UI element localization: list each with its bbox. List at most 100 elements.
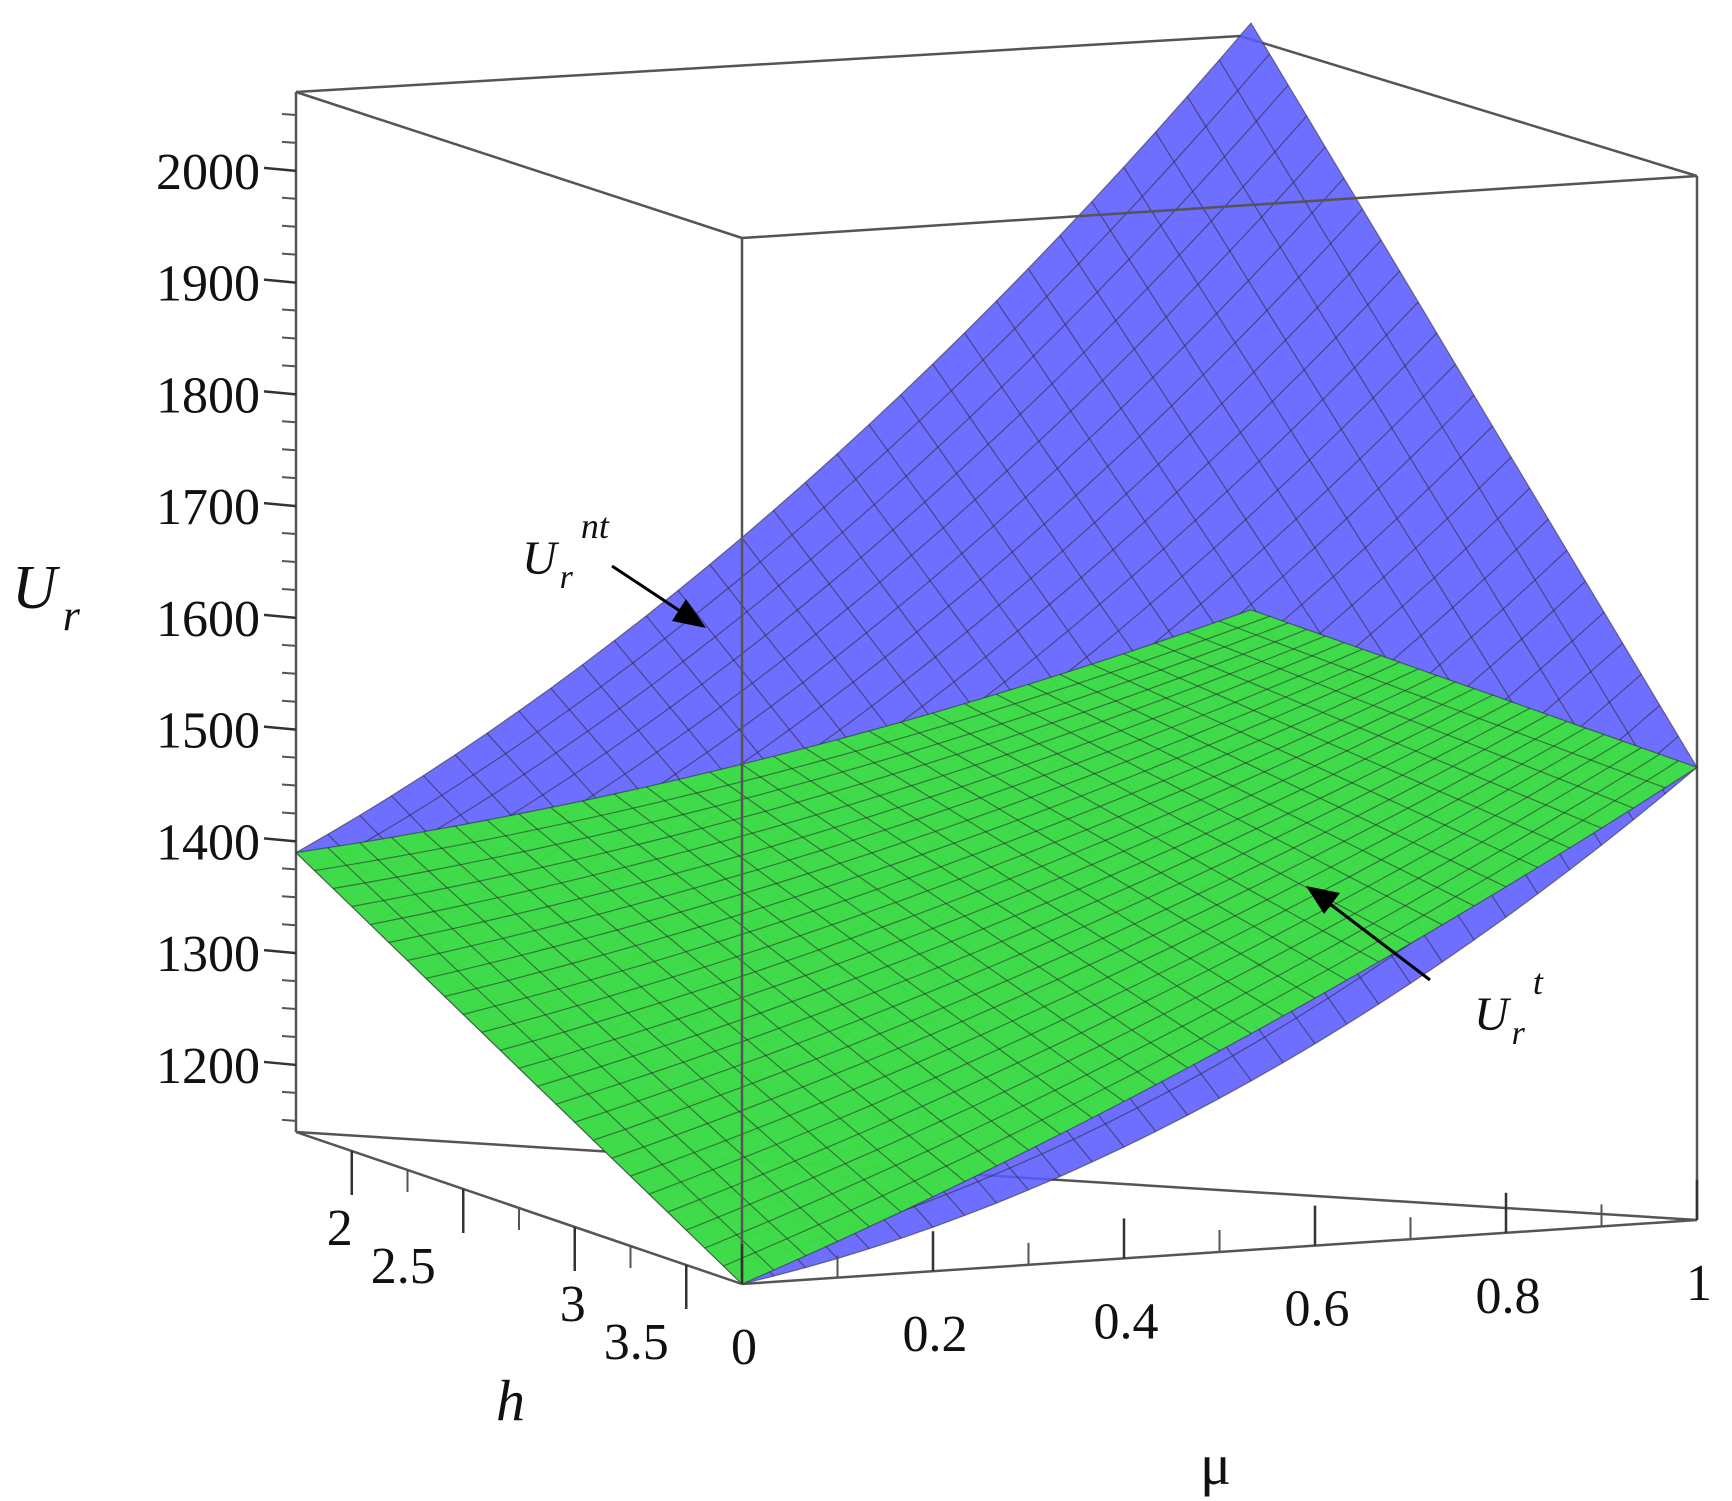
mu-axis: 0 0.2 0.4 0.6 0.8 1 μ <box>731 1180 1712 1497</box>
z-tick <box>263 1060 297 1067</box>
z-minor-tick <box>281 643 297 647</box>
mesh-line-h <box>388 642 1345 944</box>
z-tick-label: 1900 <box>156 256 260 313</box>
surface-fill-t <box>296 609 1697 1284</box>
mu-tick-label: 0.4 <box>1094 1293 1159 1350</box>
mesh-line-h <box>295 609 1252 854</box>
z-minor-tick <box>281 1007 297 1011</box>
mesh-line-h <box>500 681 1456 1051</box>
z-tick <box>263 501 297 508</box>
mesh-line-h <box>723 760 1679 1267</box>
mesh-line-h <box>704 753 1661 1249</box>
mesh-line-h <box>686 747 1642 1231</box>
z-minor-tick <box>281 783 297 787</box>
z-minor-tick <box>281 532 297 536</box>
mesh-line-h <box>407 648 1363 961</box>
mesh-line-h <box>556 701 1512 1105</box>
z-minor-tick <box>281 671 297 675</box>
h-axis: 2 2.5 3 3.5 h <box>327 1151 688 1433</box>
mesh-line-h <box>593 714 1549 1141</box>
z-minor-tick <box>281 560 297 563</box>
mesh-line-h <box>425 655 1382 979</box>
z-minor-tick <box>281 1118 297 1122</box>
z-minor-tick <box>281 923 297 927</box>
z-minor-tick <box>281 699 297 703</box>
z-tick <box>263 837 297 843</box>
mesh-line-h <box>518 688 1475 1069</box>
z-minor-tick <box>281 1035 297 1038</box>
mesh-line-h <box>332 84 1289 890</box>
mu-axis-title: μ <box>1200 1432 1231 1497</box>
z-tick <box>263 725 297 731</box>
z-minor-tick <box>281 811 297 815</box>
z-minor-tick <box>281 252 297 256</box>
z-minor-tick <box>281 112 297 116</box>
h-tick-label: 3.5 <box>604 1314 669 1371</box>
mesh-line-h <box>481 674 1438 1033</box>
z-minor-tick <box>281 336 297 340</box>
z-minor-tick <box>281 364 297 368</box>
h-tick-label: 3 <box>560 1276 586 1333</box>
z-minor-tick <box>281 867 297 871</box>
mu-tick-label: 0.6 <box>1285 1281 1350 1338</box>
z-tick-label: 1400 <box>156 814 260 871</box>
z-tick <box>263 278 297 284</box>
z-tick-label: 2000 <box>156 144 260 201</box>
z-minor-tick <box>281 308 297 312</box>
z-minor-tick <box>281 420 297 424</box>
arrowhead-nt <box>672 599 706 628</box>
mesh-line-h <box>333 622 1289 890</box>
z-tick-label: 1700 <box>156 479 260 536</box>
z-minor-tick <box>281 448 297 452</box>
arrow-nt <box>611 564 681 613</box>
mesh-line-h <box>537 694 1493 1087</box>
annotation-ur-nt: Urnt <box>522 506 706 628</box>
mesh-line-h <box>444 661 1400 997</box>
z-tick <box>263 390 297 396</box>
h-tick-label: 2 <box>327 1200 353 1257</box>
z-minor-tick <box>281 224 297 228</box>
mesh-line-h <box>741 766 1698 1285</box>
z-minor-tick <box>281 979 297 983</box>
h-tick-label: 2.5 <box>371 1238 436 1295</box>
mu-tick-label: 0.2 <box>903 1306 968 1363</box>
z-tick-label: 1800 <box>156 367 260 424</box>
mu-tick-label: 1 <box>1686 1255 1712 1312</box>
mesh-line-h <box>667 740 1624 1213</box>
z-minor-tick <box>281 895 297 899</box>
z-tick-label: 1200 <box>156 1038 260 1095</box>
mesh-line-h <box>630 727 1586 1177</box>
svg-text:Urnt: Urnt <box>522 506 610 596</box>
mesh-line-h <box>314 615 1270 872</box>
arrow-t <box>1329 902 1431 982</box>
h-axis-title: h <box>496 1368 525 1433</box>
z-minor-tick <box>281 140 297 144</box>
mesh-line-h <box>370 635 1326 926</box>
z-minor-tick <box>281 755 297 759</box>
mesh-line-h <box>295 22 1252 854</box>
z-minor-tick <box>281 476 297 480</box>
svg-text:Urt: Urt <box>1474 962 1544 1052</box>
mesh-line-h <box>648 733 1605 1195</box>
mu-tick-label: 0 <box>731 1319 757 1376</box>
z-tick-label: 1500 <box>156 703 260 760</box>
z-minor-tick <box>281 587 297 591</box>
mesh-line-h <box>611 720 1568 1159</box>
z-minor-tick <box>281 196 297 200</box>
mesh-line-h <box>463 668 1419 1015</box>
surface-ur-t <box>295 609 1698 1285</box>
z-tick <box>263 613 297 620</box>
mesh-line-h <box>741 766 1698 1285</box>
z-tick <box>263 166 297 173</box>
z-tick-label: 1300 <box>156 926 260 983</box>
annotation-ur-t: Urt <box>1306 886 1544 1052</box>
bounding-box-front <box>295 90 1698 1286</box>
z-tick-label: 1600 <box>156 591 260 648</box>
mesh-line-h <box>574 707 1531 1123</box>
mesh-line-h <box>351 628 1308 908</box>
arrowhead-t <box>1306 886 1340 914</box>
z-minor-tick <box>281 1090 297 1094</box>
